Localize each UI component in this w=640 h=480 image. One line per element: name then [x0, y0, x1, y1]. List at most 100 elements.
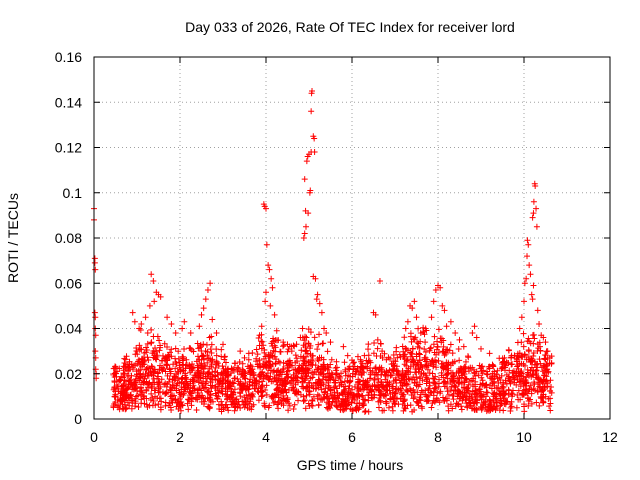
data-point	[318, 309, 325, 316]
data-point	[253, 346, 260, 353]
data-point	[449, 350, 456, 357]
data-point	[92, 266, 99, 273]
data-point	[387, 372, 394, 379]
data-point	[125, 384, 132, 391]
data-point	[362, 381, 369, 388]
data-point	[115, 378, 122, 385]
data-point	[293, 370, 300, 377]
data-point	[370, 350, 377, 357]
data-point	[239, 398, 246, 405]
data-point	[462, 358, 469, 365]
data-point	[278, 388, 285, 395]
data-point	[129, 366, 136, 373]
data-point	[206, 405, 213, 412]
data-point	[278, 400, 285, 407]
data-point	[212, 364, 219, 371]
data-point	[315, 357, 322, 364]
data-point	[301, 176, 308, 183]
data-point	[155, 401, 162, 408]
y-tick-label: 0	[74, 411, 82, 427]
data-point	[230, 366, 237, 373]
data-point	[478, 406, 485, 413]
data-point	[402, 325, 409, 332]
data-point	[471, 383, 478, 390]
data-point	[331, 394, 338, 401]
data-point	[132, 403, 139, 410]
data-point	[314, 395, 321, 402]
data-point	[278, 369, 285, 376]
data-point	[319, 366, 326, 373]
data-point	[282, 378, 289, 385]
data-point	[309, 397, 316, 404]
data-point	[259, 392, 266, 399]
data-point	[168, 320, 175, 327]
data-point	[382, 376, 389, 383]
x-tick-label: 12	[602, 429, 618, 445]
data-point	[314, 346, 321, 353]
data-point	[269, 342, 276, 349]
data-point	[225, 377, 232, 384]
data-point	[455, 379, 462, 386]
data-point	[519, 377, 526, 384]
data-point	[166, 366, 173, 373]
data-point	[263, 289, 269, 296]
data-point	[144, 340, 151, 347]
data-point	[321, 389, 328, 396]
y-axis-label: ROTI / TECUs	[5, 193, 21, 283]
data-point	[431, 349, 438, 356]
data-point	[509, 361, 516, 368]
data-point	[518, 360, 525, 367]
data-point	[188, 395, 195, 402]
data-point	[307, 375, 314, 382]
data-point	[305, 326, 312, 333]
data-point	[302, 405, 309, 412]
data-point	[349, 386, 356, 393]
data-point	[251, 385, 258, 392]
data-point	[359, 402, 366, 409]
data-point	[518, 314, 525, 321]
data-point	[339, 390, 346, 397]
data-point	[415, 402, 422, 409]
data-point	[290, 342, 297, 349]
data-point	[121, 401, 128, 408]
data-point	[540, 387, 547, 394]
data-point	[236, 359, 243, 366]
data-point	[376, 277, 383, 284]
data-point	[275, 394, 282, 401]
data-point	[271, 375, 278, 382]
data-point	[256, 357, 263, 364]
data-point	[434, 389, 441, 396]
data-point	[148, 363, 155, 370]
data-point	[272, 344, 279, 351]
data-point	[332, 364, 339, 371]
data-point	[392, 377, 399, 384]
data-point	[134, 351, 141, 358]
data-point	[508, 398, 515, 405]
data-point	[333, 398, 340, 405]
data-point	[520, 343, 527, 350]
data-point	[137, 346, 144, 353]
data-point	[172, 365, 179, 372]
data-point	[320, 381, 327, 388]
data-point	[201, 385, 208, 392]
data-point	[294, 374, 301, 381]
data-point	[303, 362, 310, 369]
data-point	[411, 379, 418, 386]
data-point	[547, 407, 554, 414]
data-point	[194, 396, 201, 403]
data-point	[128, 405, 135, 412]
data-point	[317, 396, 324, 403]
data-point	[540, 334, 547, 341]
data-point	[229, 392, 236, 399]
data-point	[228, 383, 235, 390]
data-point	[156, 380, 163, 387]
data-point	[200, 341, 207, 348]
data-point	[369, 368, 376, 375]
data-point	[270, 399, 277, 406]
data-point	[307, 187, 314, 194]
data-point	[499, 359, 506, 366]
data-point	[400, 348, 407, 355]
data-point	[424, 366, 431, 373]
data-point	[511, 372, 518, 379]
data-point	[267, 302, 274, 309]
